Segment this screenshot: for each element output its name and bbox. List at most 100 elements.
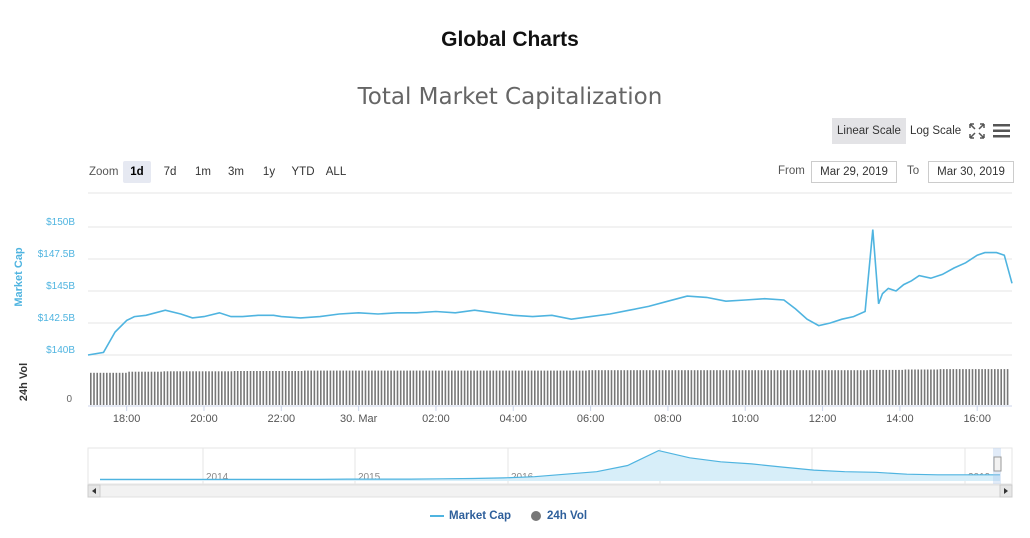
volume-axis-zero-tick: 0 — [66, 394, 72, 405]
volume-bar — [502, 370, 504, 405]
volume-bar — [684, 370, 686, 405]
volume-bar — [652, 370, 654, 405]
volume-bar — [141, 371, 143, 405]
volume-bar — [572, 370, 574, 405]
volume-bar — [466, 370, 469, 405]
volume-bar — [821, 370, 824, 405]
volume-bar — [696, 370, 699, 405]
volume-bar — [144, 371, 146, 405]
volume-bar — [850, 370, 852, 405]
volume-bar — [300, 371, 303, 405]
volume-bar — [147, 371, 150, 405]
volume-bar — [668, 370, 670, 405]
volume-bar — [764, 370, 766, 405]
volume-bar — [923, 369, 926, 405]
volume-bar — [837, 370, 840, 405]
volume-bar — [176, 371, 178, 405]
market-cap-chart[interactable]: $140B $142.5B $145B $147.5B $150B Market Cap… — [0, 190, 1030, 508]
volume-bar — [815, 370, 817, 405]
log-scale-button[interactable]: Log Scale — [910, 125, 962, 137]
y-tick-label: $147.5B — [38, 249, 76, 260]
volume-bar — [613, 370, 616, 405]
volume-bar — [562, 370, 565, 405]
volume-bar — [936, 369, 939, 405]
from-date-input[interactable]: Mar 29, 2019 — [811, 161, 897, 183]
volume-bar — [968, 369, 971, 405]
volume-bar — [703, 370, 705, 405]
volume-bar — [818, 370, 820, 405]
volume-bar — [610, 370, 613, 405]
volume-bar — [297, 371, 300, 405]
volume-bar — [597, 370, 600, 405]
zoom-all-button[interactable]: ALL — [325, 166, 347, 178]
zoom-7d-button[interactable]: 7d — [163, 166, 177, 178]
zoom-1m-button[interactable]: 1m — [195, 166, 211, 178]
volume-bar — [153, 371, 156, 405]
x-tick-label: 30. Mar — [340, 413, 378, 425]
volume-bar — [933, 369, 935, 405]
volume-bar — [575, 370, 578, 405]
volume-bar — [173, 371, 175, 405]
volume-bar — [735, 370, 737, 405]
volume-bar — [451, 370, 453, 405]
scrollbar-track[interactable] — [87, 484, 1013, 498]
volume-bar — [115, 372, 118, 405]
volume-bar — [767, 370, 769, 405]
volume-bar — [751, 370, 753, 405]
y-tick-label: $150B — [46, 217, 75, 228]
volume-bar — [102, 372, 105, 405]
volume-bar — [687, 370, 689, 405]
navigator-year-label: 2014 — [206, 472, 229, 483]
volume-bar — [808, 370, 811, 405]
volume-bar — [661, 370, 664, 405]
zoom-1d-button[interactable]: 1d — [123, 161, 151, 183]
zoom-1y-button[interactable]: 1y — [262, 166, 276, 178]
volume-bar — [374, 370, 376, 405]
volume-bar — [655, 370, 657, 405]
volume-bar — [221, 371, 223, 405]
volume-bar — [428, 370, 431, 405]
volume-bar — [796, 370, 798, 405]
hamburger-menu-icon[interactable] — [993, 124, 1010, 138]
volume-bar — [112, 372, 114, 405]
volume-bar — [942, 369, 945, 405]
navigator-year-label: 2015 — [358, 472, 381, 483]
legend-24h-vol[interactable]: 24h Vol — [531, 510, 587, 522]
y-axis-title: Market Cap — [13, 247, 25, 307]
volume-bar — [601, 370, 603, 405]
expand-icon[interactable] — [969, 123, 985, 139]
legend-market-cap[interactable]: Market Cap — [430, 510, 511, 522]
volume-bar — [457, 370, 459, 405]
linear-scale-button[interactable]: Linear Scale — [832, 118, 906, 144]
volume-bar — [240, 371, 242, 405]
volume-bar — [581, 370, 584, 405]
navigator-handle[interactable] — [993, 456, 1002, 472]
volume-bar — [205, 371, 207, 405]
volume-bar — [460, 370, 463, 405]
volume-bar — [920, 369, 923, 405]
volume-bar — [93, 372, 95, 405]
volume-bar — [256, 371, 258, 405]
volume-bar — [649, 370, 651, 405]
volume-bar — [645, 370, 648, 405]
volume-bar — [233, 371, 236, 405]
to-date-input[interactable]: Mar 30, 2019 — [928, 161, 1014, 183]
volume-bar — [623, 370, 626, 405]
volume-bar — [585, 370, 587, 405]
volume-bar — [310, 370, 312, 405]
y-tick-label: $145B — [46, 281, 75, 292]
volume-bar — [891, 369, 894, 405]
volume-bar — [358, 370, 360, 405]
legend-24h-vol-label: 24h Vol — [547, 510, 588, 522]
zoom-ytd-button[interactable]: YTD — [291, 166, 315, 178]
volume-bar — [157, 371, 159, 405]
market-cap-legend-line — [430, 514, 444, 517]
volume-bar — [476, 370, 479, 405]
volume-bar — [805, 370, 808, 405]
zoom-3m-button[interactable]: 3m — [228, 166, 244, 178]
x-tick-label: 14:00 — [886, 413, 914, 425]
volume-bar — [211, 371, 213, 405]
volume-bar — [230, 371, 233, 405]
volume-bar — [383, 370, 386, 405]
volume-bar — [348, 370, 351, 405]
